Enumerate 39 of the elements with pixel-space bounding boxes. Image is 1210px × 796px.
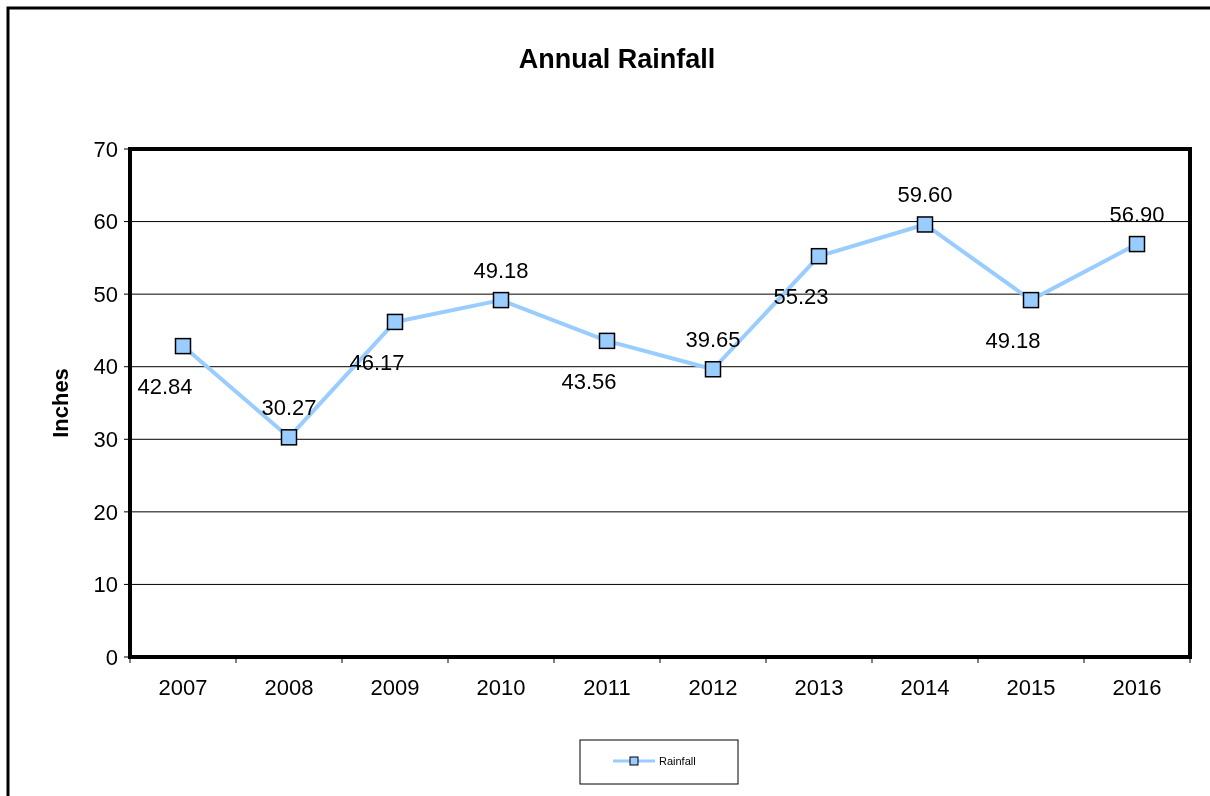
chart-title: Annual Rainfall — [518, 44, 716, 74]
y-tick-label: 30 — [93, 426, 118, 452]
x-tick-label: 2015 — [1006, 675, 1056, 700]
y-tick-label: 40 — [93, 354, 118, 380]
legend-label: Rainfall — [659, 754, 696, 767]
x-tick-label: 2014 — [900, 675, 950, 700]
y-tick-label: 10 — [93, 572, 118, 598]
point — [280, 429, 298, 446]
x-tick-label: 2010 — [476, 675, 526, 700]
text: 49.18 — [985, 328, 1041, 354]
point — [916, 216, 934, 233]
text: 56.90 — [1109, 202, 1165, 228]
text: 39.65 — [685, 327, 741, 353]
text: 30.27 — [261, 395, 317, 421]
y-tick-label: 0 — [105, 644, 118, 670]
x-tick-label: 2009 — [370, 675, 420, 700]
x-tick-label: 2013 — [794, 675, 844, 700]
x-tick-label: 2008 — [264, 675, 314, 700]
y-tick-label: 50 — [93, 281, 118, 307]
x-tick-label: 2007 — [158, 675, 208, 700]
y-tick-label: 70 — [93, 136, 118, 162]
text: 42.84 — [137, 374, 193, 400]
text: 49.18 — [473, 258, 529, 284]
point — [386, 313, 404, 331]
point — [598, 332, 616, 350]
y-axis-title: Inches — [48, 368, 73, 438]
text: 59.60 — [897, 182, 953, 208]
point — [1022, 291, 1040, 309]
x-tick-label: 2016 — [1112, 675, 1162, 700]
x-tick-label: 2012 — [688, 675, 738, 700]
point — [492, 291, 510, 309]
point — [174, 337, 192, 355]
y-tick-label: 20 — [93, 499, 118, 525]
point — [1128, 235, 1146, 253]
point — [704, 361, 722, 378]
point — [810, 247, 828, 265]
x-tick-label: 2011 — [583, 675, 631, 700]
y-tick-label: 60 — [93, 209, 118, 235]
text: 43.56 — [561, 368, 617, 394]
